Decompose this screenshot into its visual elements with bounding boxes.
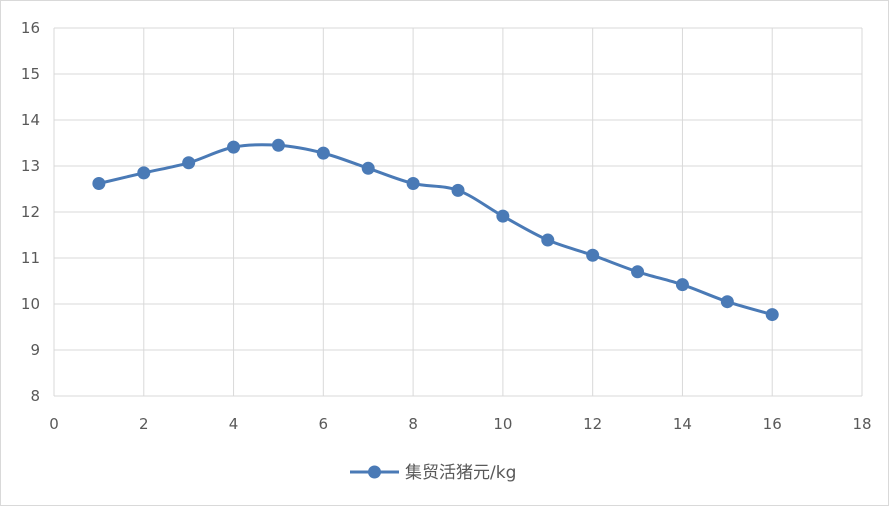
x-tick-label: 8: [408, 415, 418, 433]
x-axis-tick-labels: 0 2 4 6 8 10 12 14 16 18: [49, 415, 871, 433]
y-tick-label: 12: [21, 203, 40, 221]
x-tick-label: 16: [763, 415, 782, 433]
data-point: [451, 183, 465, 197]
y-tick-label: 9: [30, 341, 40, 359]
data-point: [720, 295, 734, 309]
x-tick-label: 0: [49, 415, 59, 433]
y-tick-label: 14: [21, 111, 40, 129]
x-tick-label: 6: [319, 415, 329, 433]
data-point: [765, 308, 779, 322]
series-line: [97, 143, 774, 317]
data-point: [271, 138, 285, 152]
y-tick-label: 11: [21, 249, 40, 267]
data-point: [316, 146, 330, 160]
data-point: [406, 176, 420, 190]
data-point: [496, 209, 510, 223]
data-point: [541, 233, 555, 247]
data-point: [361, 161, 375, 175]
y-tick-label: 10: [21, 295, 40, 313]
x-tick-label: 14: [673, 415, 692, 433]
x-tick-label: 4: [229, 415, 239, 433]
x-tick-label: 18: [852, 415, 871, 433]
legend: 集贸活猪元/kg: [350, 463, 516, 483]
legend-marker-swatch: [368, 465, 381, 479]
y-tick-label: 15: [21, 65, 40, 83]
x-tick-label: 10: [493, 415, 512, 433]
data-point: [137, 166, 151, 180]
gridlines: [53, 27, 863, 397]
data-point: [92, 176, 106, 190]
x-tick-label: 12: [583, 415, 602, 433]
y-tick-label: 16: [21, 19, 40, 37]
data-point: [675, 278, 689, 292]
data-point: [182, 156, 196, 170]
data-point: [586, 248, 600, 262]
legend-series-label: 集贸活猪元/kg: [405, 463, 516, 483]
y-axis-tick-labels: 8 9 10 11 12 13 14 15 16: [21, 19, 40, 405]
y-tick-label: 13: [21, 157, 40, 175]
x-tick-label: 2: [139, 415, 149, 433]
data-point: [631, 265, 645, 279]
data-point: [227, 140, 241, 154]
y-tick-label: 8: [30, 387, 40, 405]
series-layer: [92, 138, 779, 322]
